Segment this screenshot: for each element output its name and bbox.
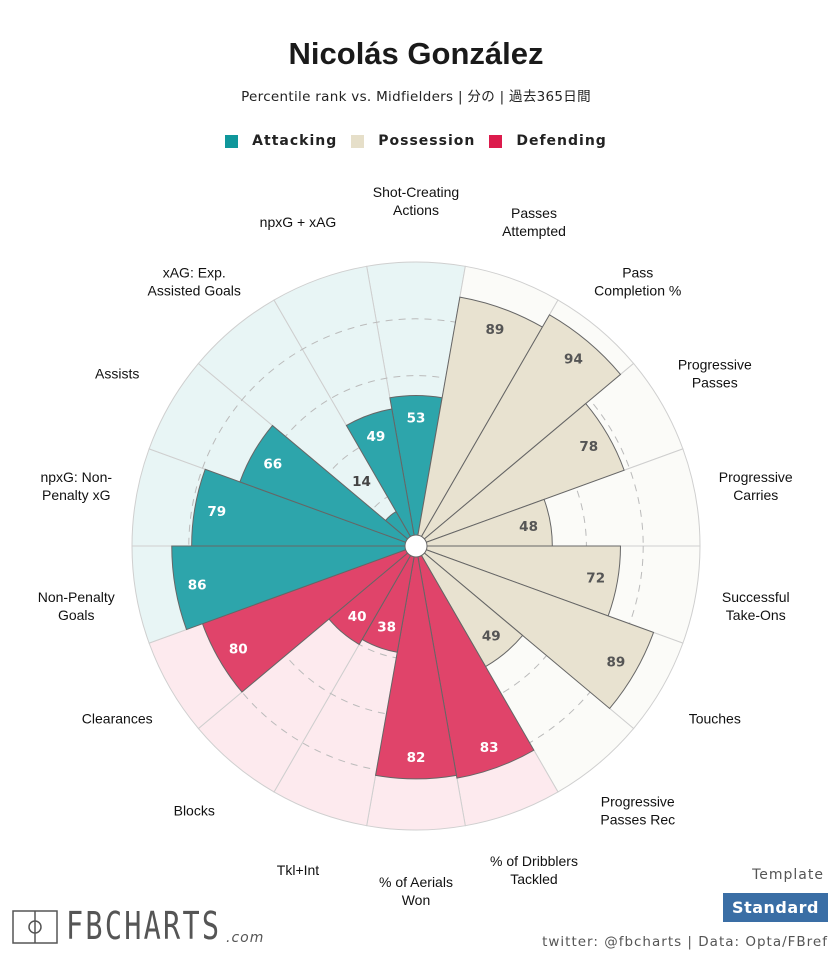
- value-label: 40: [348, 609, 367, 625]
- value-label: 94: [564, 351, 583, 367]
- bar-14: [191, 468, 417, 547]
- legend-label: Possession: [378, 133, 476, 149]
- value-label: 82: [407, 750, 426, 766]
- template-label: Template: [752, 867, 824, 883]
- pitch-icon: [12, 910, 58, 944]
- category-label: Tkl+Int: [277, 862, 320, 878]
- category-label: npxG: Non-Penalty xG: [40, 469, 112, 503]
- category-label: % of Dribblers Tackled: [490, 853, 578, 887]
- value-label: 78: [579, 439, 598, 455]
- fbcharts-logo: FBCHARTS .com: [12, 904, 273, 948]
- bar-13: [171, 545, 417, 631]
- legend-item-possession: Possession: [351, 133, 475, 149]
- category-label: Clearances: [82, 711, 153, 727]
- bar-3: [415, 402, 625, 547]
- value-label: 89: [606, 654, 625, 670]
- template-standard-button[interactable]: Standard: [723, 893, 828, 922]
- credit-text: twitter: @fbcharts | Data: Opta/FBref: [542, 934, 828, 950]
- category-label: Blocks: [174, 802, 215, 818]
- logo-suffix: .com: [226, 930, 265, 946]
- category-label: Shot-Creating Actions: [373, 184, 459, 218]
- value-label: 80: [229, 642, 248, 658]
- value-label: 89: [486, 322, 505, 338]
- bar-9: [374, 545, 458, 780]
- bar-17: [345, 408, 417, 547]
- value-label: 49: [482, 629, 501, 645]
- center-hole: [404, 534, 428, 558]
- chart-subtitle: Percentile rank vs. Midfielders | 分の | 過…: [241, 89, 591, 105]
- category-label: Successful Take-Ons: [722, 589, 790, 623]
- logo-text: FBCHARTS: [66, 904, 222, 948]
- legend-swatch: [225, 134, 239, 148]
- legend-swatch: [489, 134, 503, 148]
- category-label: Progressive Carries: [719, 469, 793, 503]
- value-label: 66: [263, 456, 282, 472]
- category-label: Touches: [689, 711, 741, 727]
- category-label: Progressive Passes Rec: [600, 793, 675, 827]
- legend-swatch: [351, 134, 365, 148]
- value-label: 38: [377, 620, 396, 636]
- category-label: xAG: Exp. Assisted Goals: [148, 265, 241, 299]
- legend-item-defending: Defending: [489, 133, 606, 149]
- category-label: Pass Completion %: [594, 265, 681, 299]
- value-label: 86: [188, 578, 207, 594]
- category-label: Non-Penalty Goals: [38, 589, 115, 623]
- value-label: 72: [586, 571, 605, 587]
- value-label: 53: [407, 410, 426, 426]
- category-label: Assists: [95, 366, 139, 382]
- legend: Attacking Possession Defending: [0, 133, 832, 149]
- bar-8: [415, 545, 535, 779]
- category-label: Passes Attempted: [502, 205, 566, 239]
- category-label: npxG + xAG: [260, 214, 337, 230]
- category-label: % of Aerials Won: [379, 874, 453, 908]
- bar-2: [415, 314, 622, 547]
- value-label: 49: [367, 429, 386, 445]
- legend-item-attacking: Attacking: [225, 133, 337, 149]
- value-label: 48: [519, 519, 538, 535]
- category-label: Progressive Passes: [678, 357, 752, 391]
- value-label: 83: [480, 740, 499, 756]
- legend-label: Attacking: [252, 133, 338, 149]
- bar-15: [239, 424, 417, 547]
- value-label: 79: [207, 504, 226, 520]
- value-label: 14: [352, 474, 371, 490]
- legend-label: Defending: [516, 133, 607, 149]
- chart-title: Nicolás González: [288, 36, 544, 71]
- bar-6: [415, 545, 655, 710]
